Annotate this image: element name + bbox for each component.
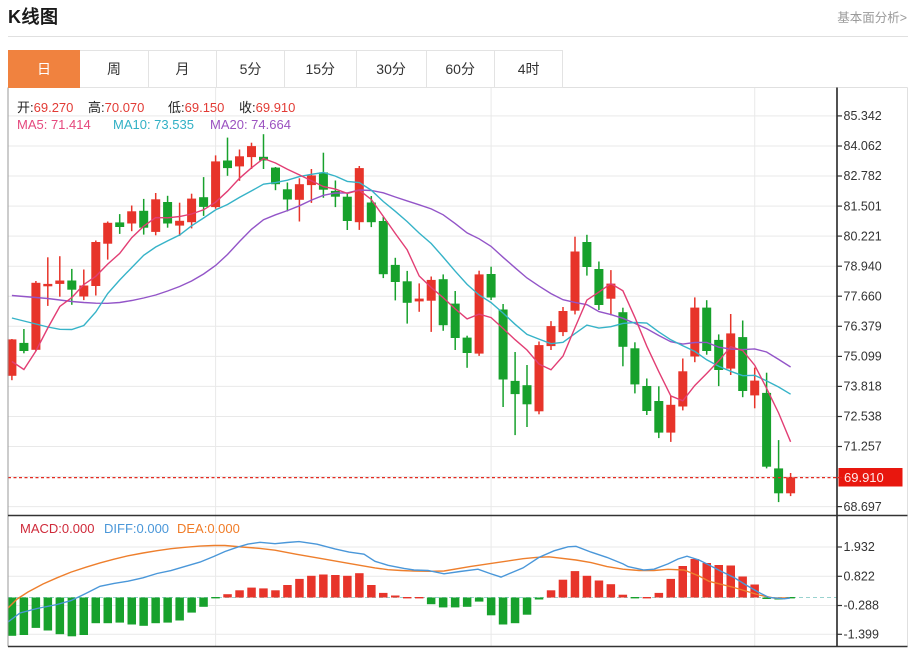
svg-text:82.782: 82.782 bbox=[844, 169, 882, 183]
svg-text:-0.288: -0.288 bbox=[844, 599, 879, 613]
svg-text:84.062: 84.062 bbox=[844, 139, 882, 153]
svg-text:0.822: 0.822 bbox=[844, 570, 875, 584]
svg-text:75.099: 75.099 bbox=[844, 350, 882, 364]
svg-text:81.501: 81.501 bbox=[844, 199, 882, 213]
svg-text:68.697: 68.697 bbox=[844, 500, 882, 514]
svg-text:1.932: 1.932 bbox=[844, 540, 875, 554]
svg-text:69.910: 69.910 bbox=[844, 470, 884, 485]
svg-text:77.660: 77.660 bbox=[844, 289, 882, 303]
svg-text:73.818: 73.818 bbox=[844, 380, 882, 394]
svg-text:72.538: 72.538 bbox=[844, 410, 882, 424]
svg-text:78.940: 78.940 bbox=[844, 259, 882, 273]
svg-text:-1.399: -1.399 bbox=[844, 628, 879, 642]
svg-text:71.257: 71.257 bbox=[844, 440, 882, 454]
svg-text:85.342: 85.342 bbox=[844, 109, 882, 123]
svg-text:76.379: 76.379 bbox=[844, 320, 882, 334]
svg-text:80.221: 80.221 bbox=[844, 229, 882, 243]
